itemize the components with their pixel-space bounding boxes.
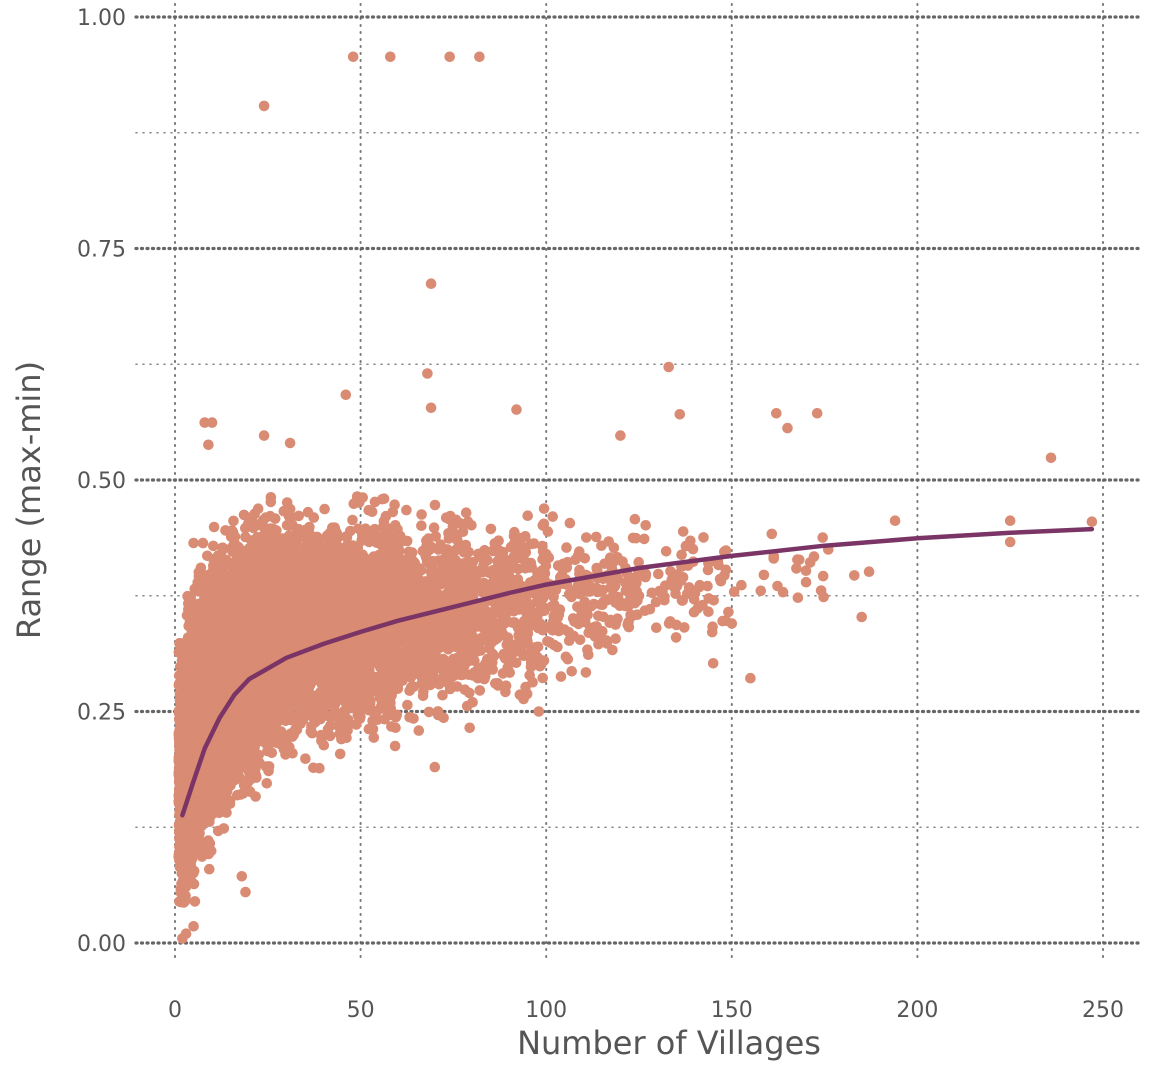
data-point — [209, 740, 221, 751]
data-point — [237, 740, 248, 752]
data-point — [213, 695, 224, 706]
data-point — [182, 682, 193, 693]
data-point — [243, 560, 254, 572]
data-point — [214, 553, 225, 564]
data-point — [236, 657, 248, 669]
data-point — [208, 540, 219, 552]
data-point — [252, 503, 264, 514]
data-point — [199, 812, 211, 824]
data-point — [214, 612, 226, 624]
data-point — [205, 845, 217, 857]
data-point — [208, 629, 219, 641]
data-point — [214, 807, 225, 819]
data-point — [235, 575, 246, 586]
data-point — [232, 590, 243, 601]
point-cloud — [173, 491, 829, 908]
data-point — [217, 542, 229, 554]
data-point — [185, 875, 196, 886]
data-point — [212, 795, 224, 807]
data-point — [204, 863, 215, 875]
data-point — [206, 783, 218, 795]
data-point — [252, 757, 264, 769]
data-point — [227, 526, 239, 538]
data-point — [197, 537, 209, 549]
data-point — [231, 727, 243, 739]
data-point — [237, 634, 248, 645]
data-point — [240, 703, 252, 715]
data-point — [218, 823, 230, 834]
data-point — [193, 570, 205, 582]
data-point — [240, 531, 251, 543]
data-point — [266, 747, 278, 759]
data-point — [192, 846, 203, 857]
data-point — [234, 619, 246, 631]
data-point — [208, 521, 220, 533]
data-point — [203, 835, 214, 846]
data-point — [229, 767, 241, 778]
data-point — [240, 547, 251, 559]
data-point — [183, 604, 194, 615]
data-point — [182, 650, 193, 662]
data-point — [240, 646, 252, 657]
data-point — [228, 515, 239, 527]
grid-lines — [134, 3, 1142, 963]
data-point — [236, 670, 247, 681]
data-point — [232, 789, 243, 801]
data-point — [180, 895, 191, 906]
data-point — [234, 754, 246, 766]
data-point — [192, 710, 203, 721]
data-point — [232, 559, 244, 571]
data-point — [189, 896, 201, 907]
data-point — [226, 667, 238, 678]
data-point — [192, 602, 204, 613]
data-point — [261, 778, 273, 789]
data-point — [209, 664, 220, 675]
data-point — [173, 647, 185, 658]
data-point — [237, 715, 249, 727]
